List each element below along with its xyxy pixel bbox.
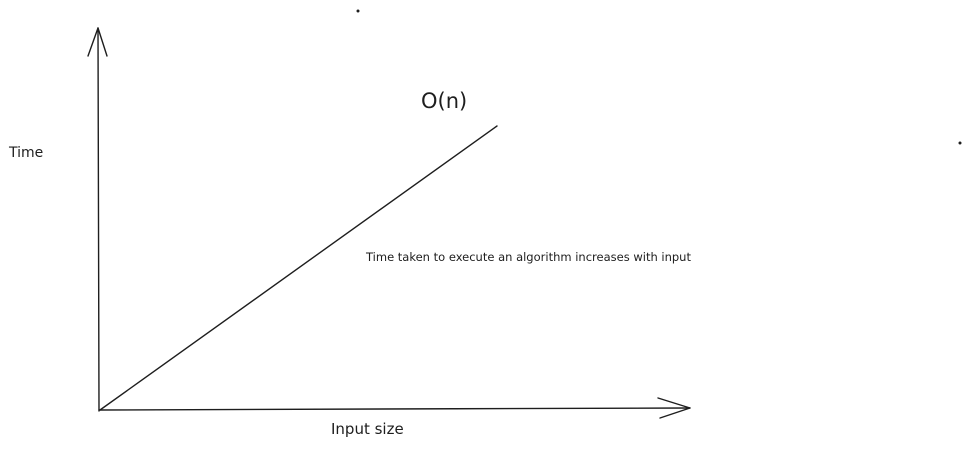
linear-growth-line bbox=[99, 125, 498, 411]
annotation-text: Time taken to execute an algorithm incre… bbox=[366, 250, 691, 264]
stray-dot-right bbox=[958, 141, 962, 145]
stray-dot-top bbox=[356, 9, 360, 13]
y-axis-label: Time bbox=[9, 145, 44, 161]
y-axis-line bbox=[97, 27, 100, 412]
y-axis-arrowhead bbox=[87, 27, 108, 57]
x-axis-line bbox=[98, 407, 691, 411]
big-o-label: O(n) bbox=[421, 89, 468, 113]
x-axis-label: Input size bbox=[331, 420, 404, 438]
x-axis-arrowhead bbox=[657, 397, 691, 419]
